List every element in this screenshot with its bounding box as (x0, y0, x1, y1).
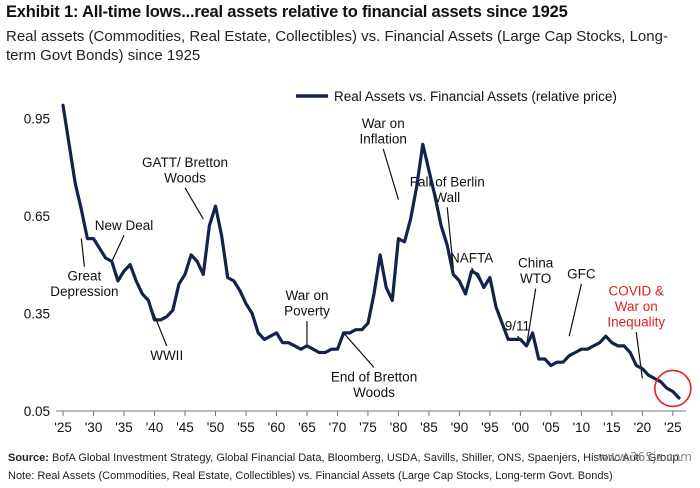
watermark: www.365jz.com (597, 450, 692, 464)
annotations: Great Depression New Deal WWII GATT/ Bretton… (50, 116, 665, 400)
annotation-china-wto: China WTO (518, 256, 554, 287)
y-axis: 0.95 0.65 0.35 0.05 (24, 111, 50, 419)
x-tick-label: '75 (359, 420, 377, 435)
x-axis: '25 '30 '35 '40 '45 '50 '55 '60 '65 '70 '75 '80 '85 '… (54, 411, 682, 435)
annotation-leader-great-depression (80, 238, 85, 267)
y-tick-label: 0.35 (24, 306, 50, 321)
annotation-leader-gatt-bretton-woods (184, 187, 204, 220)
source-text: BofA Global Investment Strategy, Global … (48, 452, 682, 464)
x-tick-label: '70 (329, 420, 347, 435)
x-tick-label: '95 (481, 420, 499, 435)
y-tick-label: 0.95 (24, 111, 50, 126)
annotation-leader-fall-of-berlin-wall (446, 207, 454, 268)
y-tick-label: 0.65 (24, 209, 50, 224)
annotation-end-of-bretton-woods: End of Bretton Woods (331, 369, 417, 400)
x-tick-label: '45 (176, 420, 194, 435)
annotation-gfc: GFC (567, 267, 596, 282)
x-tick-label: '60 (268, 420, 286, 435)
annotation-new-deal: New Deal (95, 218, 154, 233)
source-label: Source: (8, 452, 49, 464)
legend-label: Real Assets vs. Financial Assets (relati… (334, 89, 617, 104)
chart-title: Exhibit 1: All-time lows...real assets r… (6, 3, 568, 21)
annotation-war-on-inflation: War on Inflation (360, 116, 407, 147)
x-tick-label: '05 (542, 420, 560, 435)
annotation-leader-covid-war-on-inequality (635, 332, 643, 379)
x-tick-label: '65 (298, 420, 316, 435)
annotation-leader-gfc (568, 284, 582, 337)
x-tick-label: '50 (207, 420, 225, 435)
source-note: Source: BofA Global Investment Strategy,… (8, 452, 682, 464)
highlight-circle (654, 369, 692, 408)
x-tick-label: '15 (603, 420, 621, 435)
x-tick-label: '30 (85, 420, 103, 435)
annotation-nafta: NAFTA (450, 250, 493, 265)
x-tick-label: '90 (451, 420, 469, 435)
annotation-war-on-poverty: War on Poverty (284, 288, 330, 319)
annotation-gatt-bretton-woods: GATT/ Bretton Woods (142, 155, 228, 186)
annotation-9-11: 9/11 (505, 319, 530, 334)
annotation-leader-new-deal (111, 235, 125, 262)
annotation-covid-war-on-inequality: COVID & War on Inequality (607, 284, 665, 330)
x-tick-label: '25 (664, 420, 682, 435)
x-tick-label: '20 (634, 420, 652, 435)
y-tick-label: 0.05 (24, 404, 50, 419)
chart-legend: Real Assets vs. Financial Assets (relati… (296, 89, 617, 104)
annotation-wwii: WWII (150, 348, 183, 363)
series-line-real-vs-financial (61, 103, 681, 400)
annotation-fall-of-berlin-wall: Fall of Berlin Wall (410, 174, 485, 205)
x-tick-label: '40 (146, 420, 164, 435)
annotation-great-depression: Great Depression (50, 269, 118, 300)
annotation-leader-china-wto (525, 288, 537, 347)
x-tick-label: '85 (420, 420, 438, 435)
x-tick-label: '55 (237, 420, 255, 435)
annotation-leader-war-on-inflation (382, 148, 400, 200)
footnote: Note: Real Assets (Commodities, Real Est… (8, 470, 613, 482)
x-tick-label: '80 (390, 420, 408, 435)
x-tick-label: '25 (54, 420, 72, 435)
chart-subtitle: Real assets (Commodities, Real Estate, C… (6, 28, 668, 64)
x-tick-label: '00 (512, 420, 530, 435)
annotation-leader-end-of-bretton-woods (343, 332, 375, 368)
x-tick-label: '10 (573, 420, 591, 435)
x-tick-label: '35 (115, 420, 133, 435)
